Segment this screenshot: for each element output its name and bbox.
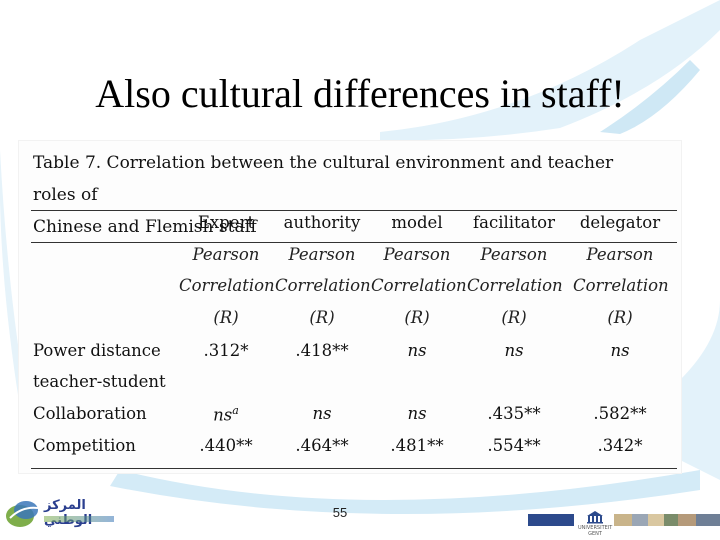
table-cell: .435** xyxy=(487,404,541,423)
table-cell: .464** xyxy=(295,436,349,455)
subheader-pearson: Pearson xyxy=(192,245,260,264)
table-cell: ns xyxy=(407,404,427,423)
subheader-r: (R) xyxy=(404,308,430,327)
page-number: 55 xyxy=(332,505,348,520)
subheader-correlation: Correlation xyxy=(275,276,371,295)
table-caption-line-1: Table 7. Correlation between the cultura… xyxy=(33,153,614,205)
row-label-collaboration: Collaboration xyxy=(33,404,147,423)
slide-title: Also cultural differences in staff! xyxy=(95,71,625,116)
table-cell: .554** xyxy=(487,436,541,455)
footer-photo-strip xyxy=(528,514,720,526)
column-header-model: model xyxy=(391,213,443,232)
subheader-correlation: Correlation xyxy=(573,276,669,295)
subheader-correlation: Correlation xyxy=(467,276,563,295)
row-label-power-distance: Power distance xyxy=(33,341,161,360)
table-top-rule xyxy=(31,210,677,211)
table-cell: nsa xyxy=(213,404,239,425)
table-cell: ns xyxy=(504,341,524,360)
subheader-pearson: Pearson xyxy=(586,245,654,264)
table-cell: .312* xyxy=(203,341,249,360)
table-cell: ns xyxy=(610,341,630,360)
table-cell: .481** xyxy=(390,436,444,455)
organization-name-arabic: المركز الوطني xyxy=(44,498,92,528)
subheader-pearson: Pearson xyxy=(480,245,548,264)
subheader-pearson: Pearson xyxy=(288,245,356,264)
table-cell: .440** xyxy=(199,436,253,455)
row-label-competition: Competition xyxy=(33,436,136,455)
column-header-delegator: delegator xyxy=(579,213,661,232)
correlation-table-figure: Table 7. Correlation between the cultura… xyxy=(18,140,682,474)
table-cell: ns xyxy=(312,404,332,423)
subheader-correlation: Correlation xyxy=(371,276,467,295)
table-cell: .418** xyxy=(295,341,349,360)
column-header-authority: authority xyxy=(283,213,361,232)
organization-subtitle-bar xyxy=(44,516,114,522)
subheader-r: (R) xyxy=(501,308,527,327)
column-header-expert: Expert xyxy=(197,213,255,232)
subheader-r: (R) xyxy=(213,308,239,327)
table-caption: Table 7. Correlation between the cultura… xyxy=(33,147,633,243)
column-header-facilitator: facilitator xyxy=(473,213,555,232)
university-logo: UNIVERSITEIT GENT xyxy=(578,510,612,538)
subheader-r: (R) xyxy=(607,308,633,327)
university-building-icon xyxy=(587,511,603,524)
table-cell: .342* xyxy=(597,436,643,455)
organization-logo-left: المركز الوطني xyxy=(4,494,116,534)
university-name: UNIVERSITEIT GENT xyxy=(578,525,613,537)
subheader-pearson: Pearson xyxy=(383,245,451,264)
globe-leaf-icon xyxy=(6,501,39,527)
row-label-teacher-student: teacher-student xyxy=(33,372,166,391)
table-cell: .582** xyxy=(593,404,647,423)
table-header-rule xyxy=(31,242,677,243)
table-caption-line-2: Chinese and Flemish staff xyxy=(33,217,257,237)
table-cell: ns xyxy=(407,341,427,360)
table-bottom-rule xyxy=(31,468,677,469)
subheader-correlation: Correlation xyxy=(179,276,275,295)
subheader-r: (R) xyxy=(309,308,335,327)
